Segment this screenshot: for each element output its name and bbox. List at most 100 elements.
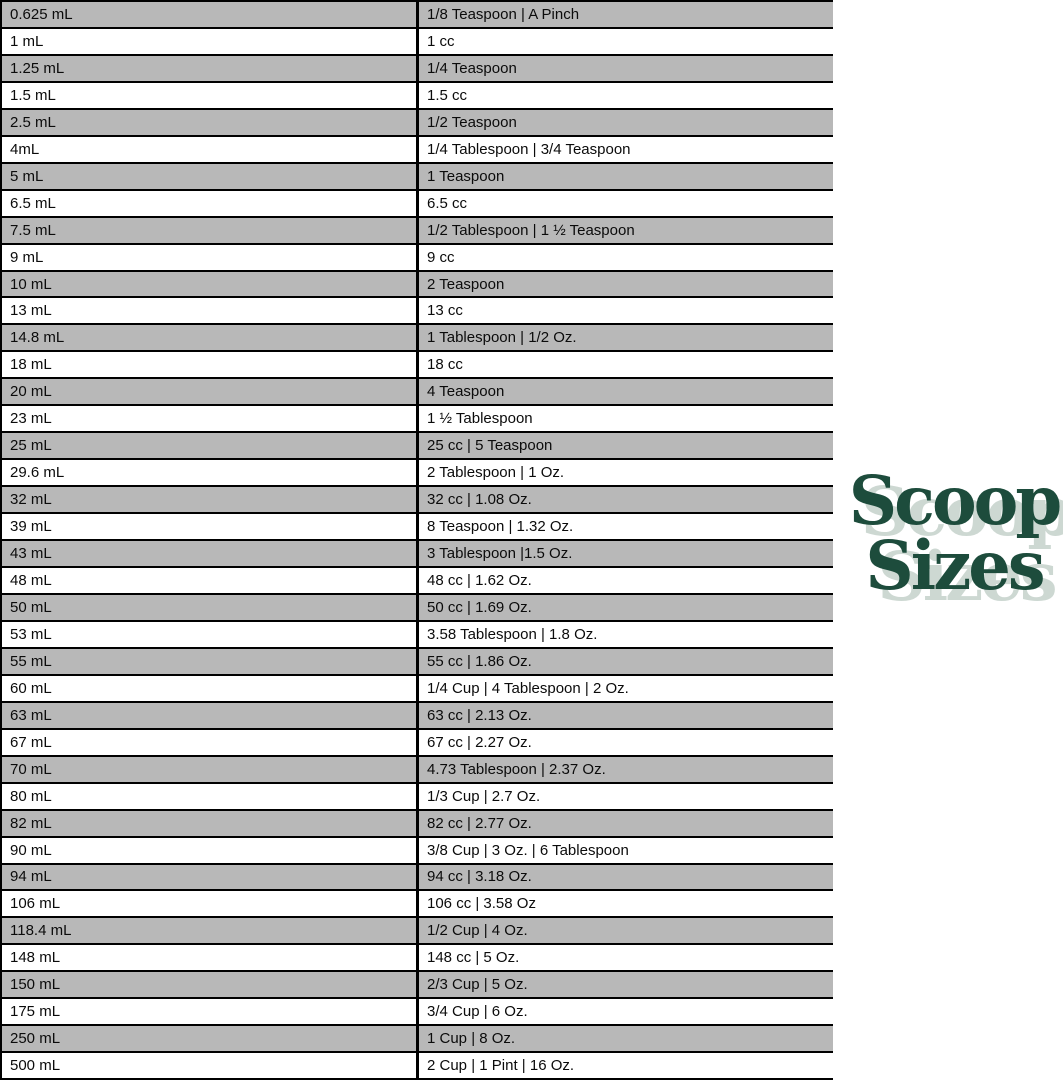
conversion-cell: 4 Teaspoon xyxy=(427,383,505,401)
conversion-cell: 2 Cup | 1 Pint | 16 Oz. xyxy=(427,1057,575,1075)
table-row: 14.8 mL 1 Tablespoon | 1/2 Oz. xyxy=(2,325,833,353)
conversion-cell: 48 cc | 1.62 Oz. xyxy=(427,571,532,589)
table-row: 9 mL 9 cc xyxy=(2,244,833,272)
table-row: 1.25 mL 1/4 Teaspoon xyxy=(2,55,833,83)
ml-cell: 23 mL xyxy=(2,406,419,432)
table-row: 43 mL 3 Tablespoon |1.5 Oz. xyxy=(2,541,833,569)
ml-cell: 60 mL xyxy=(2,675,419,701)
ml-cell: 150 mL xyxy=(2,972,419,998)
ml-cell: 18 mL xyxy=(2,352,419,378)
conversion-cell: 67 cc | 2.27 Oz. xyxy=(427,733,532,751)
scoop-sizes-logo: Scoop Sizes xyxy=(845,467,1063,599)
table-row: 70 mL 4.73 Tablespoon | 2.37 Oz. xyxy=(2,756,833,784)
conversion-cell: 8 Teaspoon | 1.32 Oz. xyxy=(427,518,574,536)
table-row: 90 mL 3/8 Cup | 3 Oz. | 6 Tablespoon xyxy=(2,837,833,865)
conversion-cell: 2 Teaspoon xyxy=(427,275,505,293)
conversion-cell: 94 cc | 3.18 Oz. xyxy=(427,868,532,886)
conversion-cell: 3.58 Tablespoon | 1.8 Oz. xyxy=(427,625,598,643)
ml-cell: 0.625 mL xyxy=(2,2,419,27)
ml-cell: 6.5 mL xyxy=(2,190,419,216)
table-row: 13 mL 13 cc xyxy=(2,298,833,326)
ml-cell: 80 mL xyxy=(2,783,419,809)
ml-cell: 250 mL xyxy=(2,1026,419,1052)
conversion-cell: 1 Cup | 8 Oz. xyxy=(427,1030,516,1048)
conversion-cell: 148 cc | 5 Oz. xyxy=(427,949,520,967)
ml-cell: 50 mL xyxy=(2,594,419,620)
conversion-cell: 55 cc | 1.86 Oz. xyxy=(427,652,532,670)
table-row: 48 mL 48 cc | 1.62 Oz. xyxy=(2,568,833,595)
table-row: 1.5 mL 1.5 cc xyxy=(2,82,833,110)
conversion-cell: 13 cc xyxy=(427,302,463,320)
table-row: 250 mL 1 Cup | 8 Oz. xyxy=(2,1026,833,1054)
conversion-cell: 63 cc | 2.13 Oz. xyxy=(427,706,532,724)
table-row: 82 mL 82 cc | 2.77 Oz. xyxy=(2,810,833,838)
conversion-cell: 2 Tablespoon | 1 Oz. xyxy=(427,464,565,482)
table-row: 80 mL 1/3 Cup | 2.7 Oz. xyxy=(2,783,833,811)
ml-cell: 29.6 mL xyxy=(2,460,419,486)
conversion-cell: 1/4 Cup | 4 Tablespoon | 2 Oz. xyxy=(427,679,629,697)
ml-cell: 500 mL xyxy=(2,1053,419,1079)
conversion-cell: 1/2 Teaspoon xyxy=(427,113,517,131)
ml-cell: 25 mL xyxy=(2,433,419,459)
conversion-cell: 4.73 Tablespoon | 2.37 Oz. xyxy=(427,760,606,778)
table-row: 94 mL 94 cc | 3.18 Oz. xyxy=(2,864,833,892)
ml-cell: 20 mL xyxy=(2,379,419,405)
table-row: 2.5 mL 1/2 Teaspoon xyxy=(2,109,833,137)
table-row: 175 mL 3/4 Cup | 6 Oz. xyxy=(2,999,833,1027)
table-row: 55 mL 55 cc | 1.86 Oz. xyxy=(2,648,833,676)
ml-cell: 118.4 mL xyxy=(2,918,419,944)
table-row: 18 mL 18 cc xyxy=(2,352,833,380)
table-row: 67 mL 67 cc | 2.27 Oz. xyxy=(2,729,833,757)
conversion-cell: 1 cc xyxy=(427,32,455,50)
conversion-cell: 9 cc xyxy=(427,248,455,266)
conversion-cell: 1/8 Teaspoon | A Pinch xyxy=(427,5,580,23)
ml-cell: 4mL xyxy=(2,136,419,162)
ml-cell: 10 mL xyxy=(2,271,419,297)
conversion-cell: 2/3 Cup | 5 Oz. xyxy=(427,976,528,994)
ml-cell: 148 mL xyxy=(2,945,419,971)
ml-cell: 5 mL xyxy=(2,163,419,189)
ml-cell: 82 mL xyxy=(2,810,419,836)
conversion-cell: 32 cc | 1.08 Oz. xyxy=(427,491,532,509)
conversion-cell: 1/4 Teaspoon xyxy=(427,59,517,77)
table-row: 5 mL 1 Teaspoon xyxy=(2,163,833,191)
table-row: 29.6 mL 2 Tablespoon | 1 Oz. xyxy=(2,460,833,488)
ml-cell: 175 mL xyxy=(2,999,419,1025)
table-row: 4mL 1/4 Tablespoon | 3/4 Teaspoon xyxy=(2,136,833,164)
ml-cell: 1 mL xyxy=(2,28,419,54)
table-row: 150 mL 2/3 Cup | 5 Oz. xyxy=(2,972,833,1000)
table-row: 25 mL 25 cc | 5 Teaspoon xyxy=(2,433,833,461)
ml-cell: 32 mL xyxy=(2,487,419,513)
ml-cell: 2.5 mL xyxy=(2,109,419,135)
conversion-cell: 50 cc | 1.69 Oz. xyxy=(427,598,532,616)
table-row: 0.625 mL 1/8 Teaspoon | A Pinch xyxy=(2,2,833,29)
conversion-cell: 1.5 cc xyxy=(427,86,468,104)
table-row: 118.4 mL 1/2 Cup | 4 Oz. xyxy=(2,918,833,946)
conversion-table: 0.625 mL 1/8 Teaspoon | A Pinch 1 mL 1 cc 1.… xyxy=(0,0,833,1080)
table-row: 6.5 mL 6.5 cc xyxy=(2,190,833,218)
conversion-cell: 1/2 Tablespoon | 1 ½ Teaspoon xyxy=(427,221,635,239)
conversion-cell: 1/4 Tablespoon | 3/4 Teaspoon xyxy=(427,140,631,158)
conversion-cell: 3/4 Cup | 6 Oz. xyxy=(427,1003,528,1021)
ml-cell: 48 mL xyxy=(2,568,419,593)
table-row: 23 mL 1 ½ Tablespoon xyxy=(2,406,833,434)
ml-cell: 53 mL xyxy=(2,621,419,647)
table-row: 20 mL 4 Teaspoon xyxy=(2,379,833,407)
conversion-cell: 6.5 cc xyxy=(427,194,468,212)
conversion-cell: 3 Tablespoon |1.5 Oz. xyxy=(427,545,573,563)
conversion-cell: 106 cc | 3.58 Oz xyxy=(427,895,536,913)
ml-cell: 9 mL xyxy=(2,244,419,270)
table-row: 7.5 mL 1/2 Tablespoon | 1 ½ Teaspoon xyxy=(2,217,833,245)
ml-cell: 94 mL xyxy=(2,864,419,890)
ml-cell: 13 mL xyxy=(2,298,419,324)
table-row: 53 mL 3.58 Tablespoon | 1.8 Oz. xyxy=(2,621,833,649)
ml-cell: 67 mL xyxy=(2,729,419,755)
conversion-cell: 1 ½ Tablespoon xyxy=(427,410,533,428)
ml-cell: 90 mL xyxy=(2,837,419,863)
table-row: 106 mL 106 cc | 3.58 Oz xyxy=(2,891,833,919)
ml-cell: 43 mL xyxy=(2,541,419,567)
table-row: 500 mL 2 Cup | 1 Pint | 16 Oz. xyxy=(2,1053,833,1079)
table-row: 63 mL 63 cc | 2.13 Oz. xyxy=(2,702,833,730)
table-row: 148 mL 148 cc | 5 Oz. xyxy=(2,945,833,973)
